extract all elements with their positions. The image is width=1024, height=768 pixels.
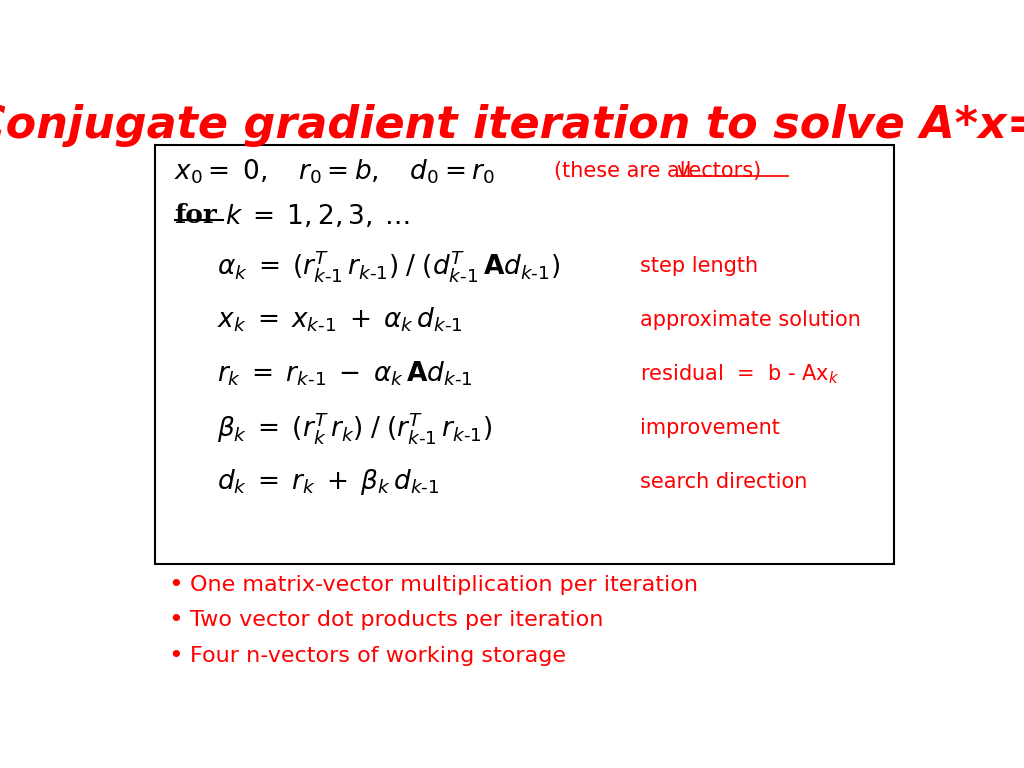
Text: vectors): vectors) [677, 161, 762, 181]
Text: improvement: improvement [640, 418, 779, 438]
Text: $r_k \;=\; r_{k\text{-}1} \;-\; \alpha_k\,\mathbf{A}d_{k\text{-}1}$: $r_k \;=\; r_{k\text{-}1} \;-\; \alpha_k… [217, 359, 473, 389]
Text: Four n-vectors of working storage: Four n-vectors of working storage [190, 646, 566, 666]
Text: Conjugate gradient iteration to solve A*x=b: Conjugate gradient iteration to solve A*… [0, 104, 1024, 147]
Text: residual  =  b - Ax$_k$: residual = b - Ax$_k$ [640, 362, 839, 386]
Text: search direction: search direction [640, 472, 807, 492]
Text: $\beta_k \;=\; (r^T_k\,r_k) \;/\; (r^T_{k\text{-}1}\,r_{k\text{-}1})$: $\beta_k \;=\; (r^T_k\,r_k) \;/\; (r^T_{… [217, 410, 493, 446]
Text: (these are all: (these are all [554, 161, 698, 181]
Text: •: • [168, 608, 183, 632]
FancyBboxPatch shape [155, 144, 895, 564]
Text: •: • [168, 644, 183, 668]
Text: $d_k \;=\; r_k \;+\; \beta_k\,d_{k\text{-}1}$: $d_k \;=\; r_k \;+\; \beta_k\,d_{k\text{… [217, 467, 439, 497]
Text: approximate solution: approximate solution [640, 310, 860, 330]
Text: for: for [174, 203, 217, 228]
Text: $x_k \;=\; x_{k\text{-}1} \;+\; \alpha_k\,d_{k\text{-}1}$: $x_k \;=\; x_{k\text{-}1} \;+\; \alpha_k… [217, 306, 463, 334]
Text: One matrix-vector multiplication per iteration: One matrix-vector multiplication per ite… [190, 575, 698, 595]
Text: •: • [168, 573, 183, 597]
Text: $k \;=\; 1, 2, 3, \;\ldots$: $k \;=\; 1, 2, 3, \;\ldots$ [225, 202, 410, 229]
Text: Two vector dot products per iteration: Two vector dot products per iteration [190, 611, 603, 631]
Text: $\alpha_k \;=\; (r^T_{k\text{-}1}\,r_{k\text{-}1}) \;/\; (d^T_{k\text{-}1}\,\mat: $\alpha_k \;=\; (r^T_{k\text{-}1}\,r_{k\… [217, 248, 560, 284]
Text: $x_0 = \; 0, \quad r_0 = b, \quad d_0 = r_0$: $x_0 = \; 0, \quad r_0 = b, \quad d_0 = … [174, 157, 496, 186]
Text: step length: step length [640, 257, 758, 276]
